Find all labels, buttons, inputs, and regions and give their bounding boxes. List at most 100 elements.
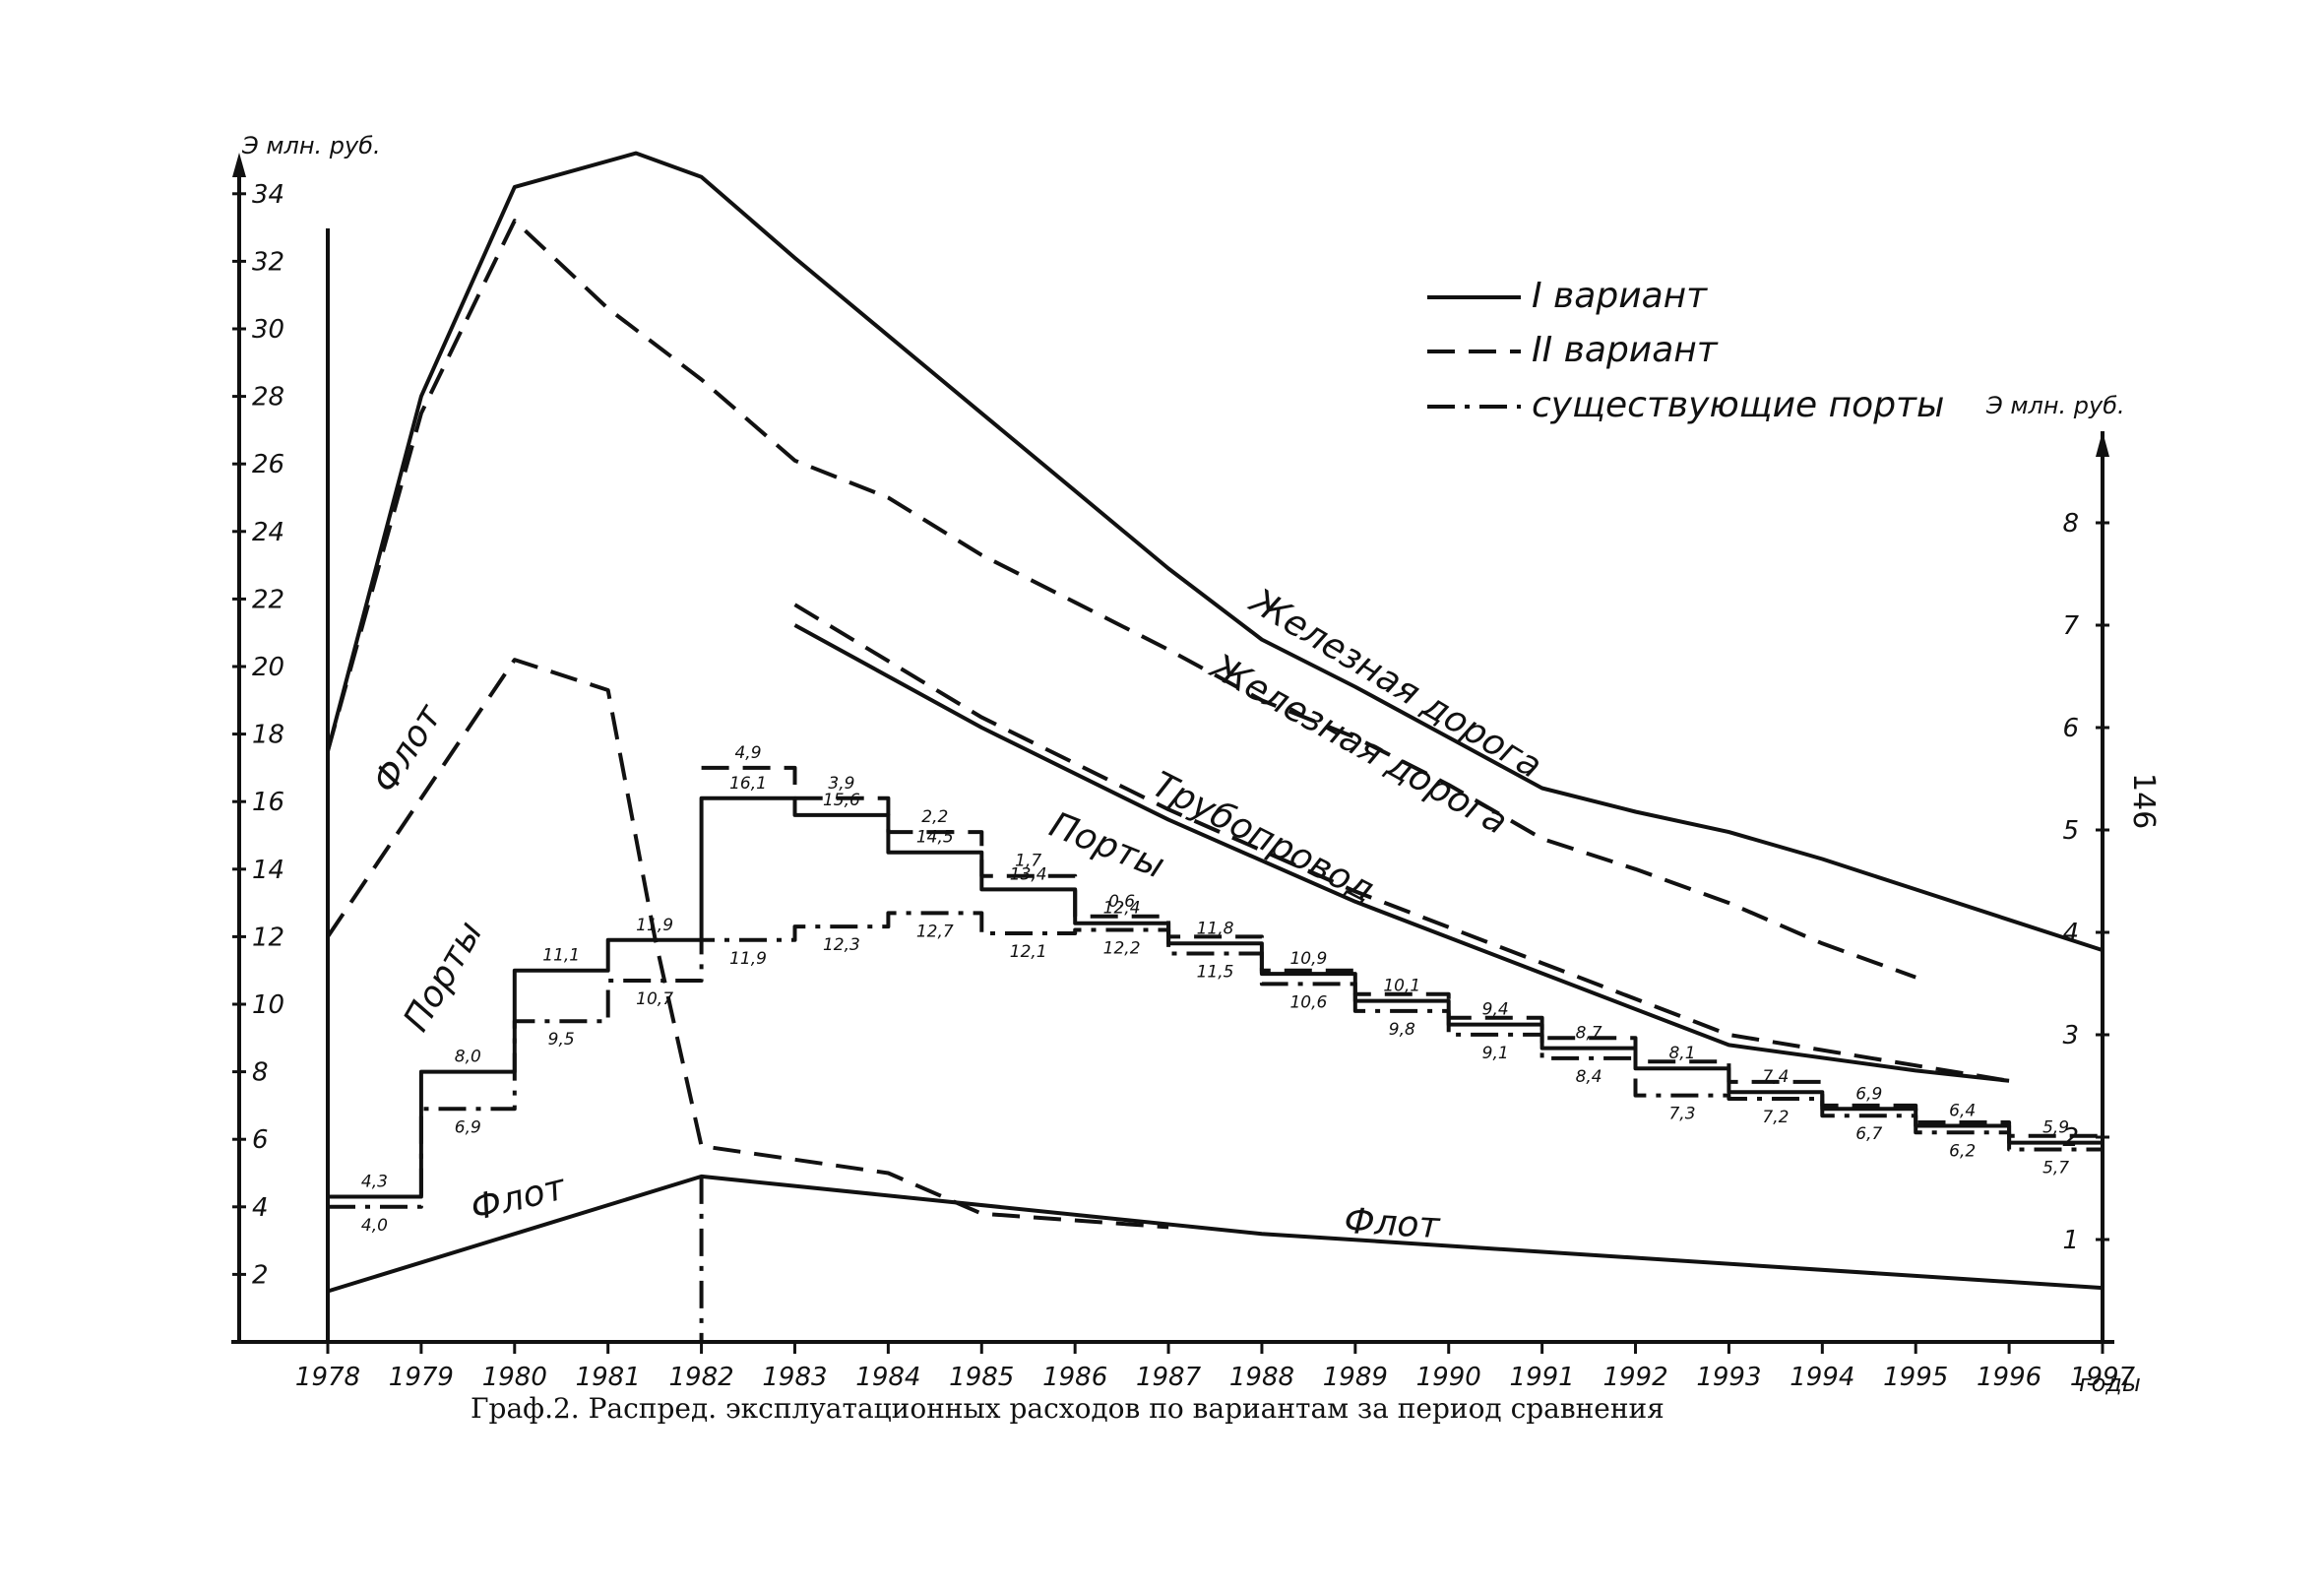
left-tick-label: 32 — [252, 247, 284, 277]
step-value-label: 10,7 — [636, 989, 673, 1009]
right-tick-label: 1 — [2062, 1226, 2079, 1255]
left-tick-label: 20 — [252, 653, 284, 682]
right-tick-label: 3 — [2062, 1021, 2079, 1051]
x-tick-label: 1987 — [1136, 1363, 1202, 1392]
left-tick-label: 12 — [252, 923, 284, 952]
right-tick-label: 8 — [2062, 509, 2079, 539]
left-tick-label: 10 — [252, 990, 284, 1020]
step-value-label: 7,2 — [1762, 1108, 1789, 1127]
left-tick-label: 22 — [252, 585, 284, 614]
step-value-label: 10,1 — [1383, 977, 1420, 996]
x-tick-label: 1995 — [1883, 1363, 1948, 1392]
step-value-label: 11,5 — [1197, 963, 1234, 983]
step-value-label: 12,3 — [823, 935, 860, 955]
step-value-label: 10,6 — [1289, 992, 1327, 1012]
annotation-fleet-3: Флот — [1344, 1201, 1442, 1246]
annotation-ports-2: Порты — [396, 915, 490, 1039]
step-value-label: 4,9 — [734, 743, 761, 763]
series-line — [793, 603, 2010, 1083]
step-value-label: 4,0 — [361, 1216, 388, 1236]
x-axis-ticks: 1978 1979 1980 1981 1982 1983 1984 1985 1986 1987… — [295, 1342, 2136, 1392]
step-value-label: 5,9 — [2042, 1118, 2069, 1138]
x-tick-label: 1991 — [1510, 1363, 1575, 1392]
left-tick-label: 18 — [252, 721, 284, 750]
x-axis-label: годы — [2079, 1369, 2141, 1397]
right-axis-arrow — [2096, 431, 2109, 457]
step-series — [701, 765, 2103, 1138]
left-tick-label: 4 — [252, 1193, 269, 1223]
step-value-label: 3,9 — [828, 774, 854, 794]
step-value-label: 0,6 — [1108, 892, 1135, 912]
left-tick-label: 30 — [252, 315, 284, 345]
step-value-label: 12,1 — [1010, 942, 1047, 962]
right-tick-label: 2 — [2062, 1123, 2079, 1153]
right-tick-label: 5 — [2062, 816, 2079, 846]
left-tick-label: 6 — [252, 1125, 269, 1155]
step-value-label: 8,0 — [455, 1048, 481, 1067]
right-tick-label: 6 — [2062, 714, 2079, 743]
annotation-pipeline: Трубопровод — [1146, 764, 1381, 911]
left-tick-label: 28 — [252, 383, 284, 413]
step-value-label: 11,8 — [1197, 919, 1234, 938]
x-tick-label: 1990 — [1416, 1363, 1481, 1392]
step-value-label: 15,6 — [823, 791, 860, 810]
x-tick-label: 1996 — [1977, 1363, 2041, 1392]
legend-label-variant-1: I вариант — [1532, 276, 1708, 316]
right-tick-label: 7 — [2062, 611, 2079, 641]
series-line — [793, 623, 2010, 1083]
step-value-label: 7,3 — [1668, 1105, 1695, 1124]
step-value-label: 10,9 — [1289, 949, 1327, 969]
x-tick-label: 1993 — [1696, 1363, 1761, 1392]
step-value-label: 11,9 — [636, 916, 673, 935]
left-axis-label: Э млн. руб. — [241, 132, 381, 159]
step-value-label: 12,2 — [1103, 939, 1141, 959]
step-series — [328, 796, 2103, 1199]
step-value-label: 8,4 — [1576, 1067, 1602, 1087]
page-number: 146 — [2126, 773, 2161, 829]
left-tick-label: 8 — [252, 1058, 269, 1088]
x-tick-label: 1982 — [668, 1363, 733, 1392]
step-value-label: 9,4 — [1482, 1000, 1509, 1020]
step-value-label: 6,2 — [1949, 1141, 1976, 1161]
step-value-label: 9,5 — [548, 1030, 575, 1050]
x-tick-label: 1978 — [295, 1363, 360, 1392]
left-tick-label: 24 — [252, 518, 284, 547]
left-tick-label: 26 — [252, 450, 284, 479]
step-series — [328, 911, 2103, 1209]
legend-label-existing-ports: существующие порты — [1532, 385, 1944, 425]
step-value-label: 8,1 — [1668, 1044, 1695, 1063]
x-tick-label: 1983 — [762, 1363, 827, 1392]
series-line — [327, 1174, 2104, 1294]
left-axis-arrow — [232, 153, 246, 177]
step-value-label: 2,2 — [921, 807, 948, 827]
left-tick-label: 14 — [252, 856, 284, 885]
step-value-label: 6,7 — [1855, 1124, 1882, 1144]
step-value-label: 9,8 — [1389, 1020, 1415, 1040]
x-tick-label: 1989 — [1323, 1363, 1388, 1392]
left-tick-label: 2 — [252, 1260, 269, 1290]
legend: I вариант II вариант существующие порты — [1427, 276, 1944, 425]
step-value-label: 11,9 — [729, 949, 767, 969]
x-tick-label: 1980 — [482, 1363, 547, 1392]
series-line — [326, 151, 2104, 953]
step-value-label: 4,3 — [361, 1173, 388, 1192]
steps-layer: 4,38,011,111,916,115,614,513,412,411,810… — [328, 743, 2103, 1342]
step-value-label: 6,4 — [1949, 1102, 1976, 1121]
step-value-label: 7,4 — [1762, 1067, 1789, 1087]
annotation-fleet-1: Флот — [365, 697, 451, 800]
left-tick-label: 16 — [252, 788, 284, 817]
figure-caption: Граф.2. Распред. эксплуатационных расход… — [471, 1392, 1664, 1425]
right-axis-label: Э млн. руб. — [1985, 392, 2125, 419]
step-value-label: 16,1 — [729, 774, 767, 794]
x-tick-label: 1985 — [949, 1363, 1014, 1392]
step-value-label: 12,4 — [1103, 899, 1141, 919]
left-tick-label: 34 — [252, 180, 284, 210]
step-value-label: 5,7 — [2042, 1159, 2069, 1178]
step-value-label: 12,7 — [916, 922, 954, 941]
x-tick-label: 1997 — [2070, 1363, 2136, 1392]
x-tick-label: 1979 — [389, 1363, 454, 1392]
step-value-label: 6,9 — [455, 1117, 481, 1137]
